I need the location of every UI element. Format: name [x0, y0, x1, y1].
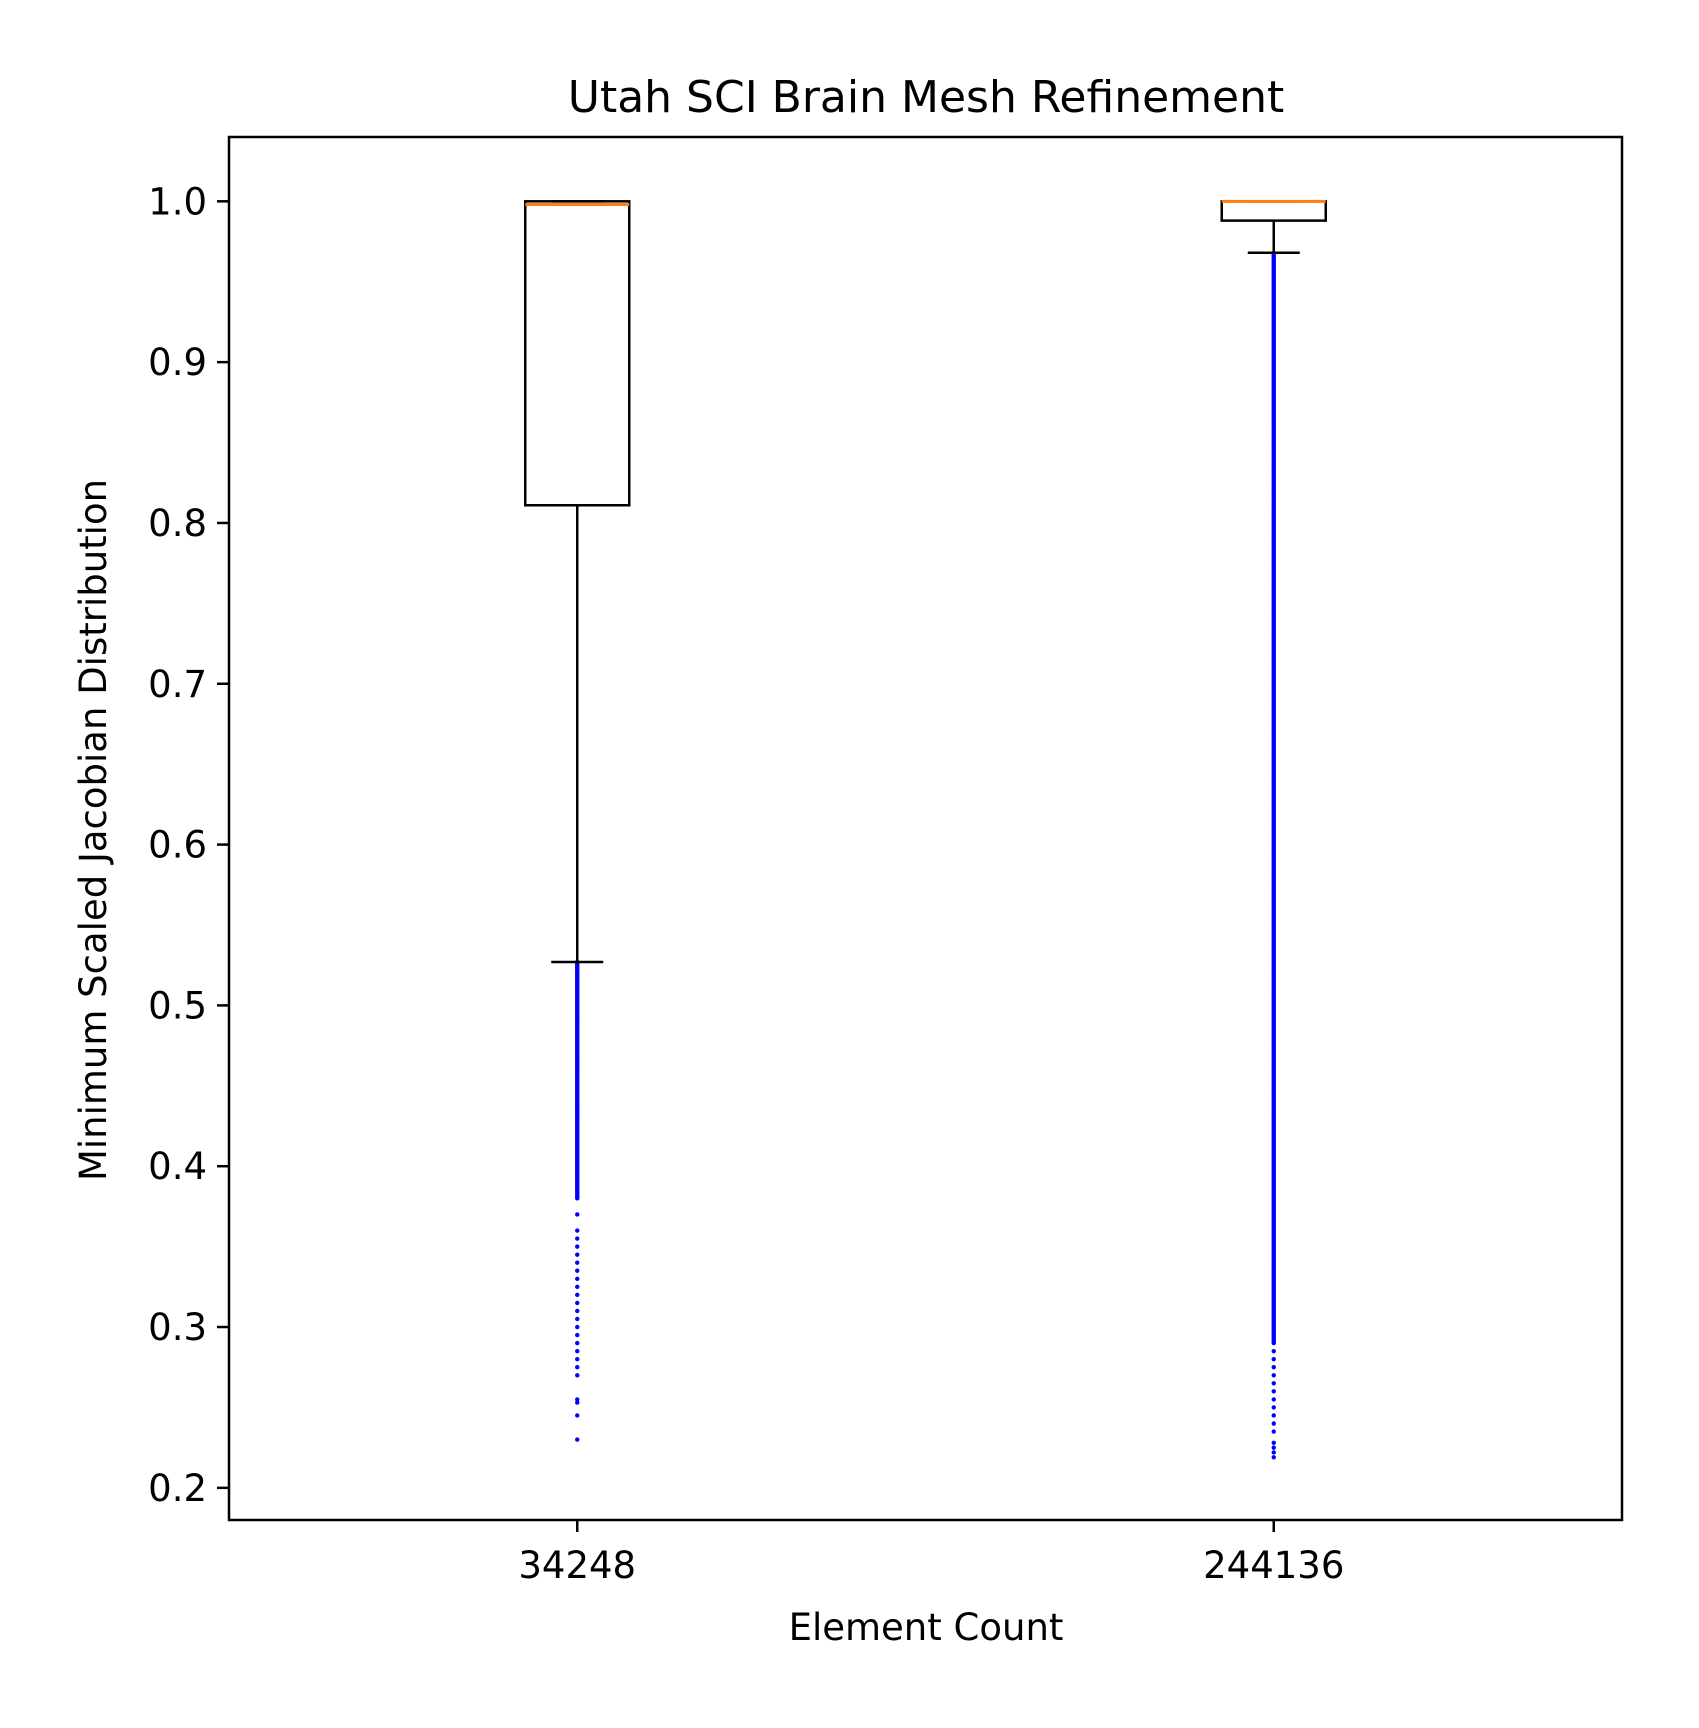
outlier-point: [575, 1260, 580, 1265]
outlier-point: [1271, 1440, 1276, 1446]
outlier-point: [575, 1332, 580, 1338]
outlier-point: [1271, 1455, 1276, 1460]
outlier-point: [575, 1212, 580, 1217]
outlier-point: [575, 1300, 580, 1306]
outlier-point: [575, 1356, 580, 1362]
x-tick-label: 34248: [518, 1544, 636, 1587]
outlier-point: [575, 1348, 580, 1354]
outlier-point: [575, 1228, 580, 1233]
y-axis-ticks: 0.2 0.3 0.4 0.5 0.6 0.7 0.8 0.9 1.0: [148, 180, 229, 1510]
outlier-point: [1271, 1421, 1276, 1426]
outlier-point: [575, 1268, 580, 1273]
y-tick-label: 0.4: [148, 1145, 207, 1188]
outlier-point: [1271, 1356, 1276, 1362]
y-tick-label: 0.8: [148, 502, 207, 545]
outlier-point: [1271, 1413, 1276, 1418]
box-group-244136: [1220, 199, 1327, 1460]
outlier-point: [575, 1316, 580, 1322]
outlier-point: [575, 1276, 580, 1281]
outlier-point: [1271, 1348, 1276, 1354]
y-tick-label: 0.2: [148, 1467, 207, 1510]
outlier-point: [1271, 1389, 1276, 1394]
outlier-point: [1271, 1445, 1276, 1450]
outlier-point: [1271, 1365, 1276, 1370]
outlier-point: [575, 1324, 580, 1330]
outlier-point: [575, 1252, 580, 1257]
outlier-point: [575, 1365, 580, 1370]
outlier-point: [575, 1284, 580, 1290]
outlier-point: [1271, 1397, 1276, 1402]
outlier-point: [575, 1413, 580, 1418]
outlier-point: [575, 1437, 580, 1442]
x-axis-label: Element Count: [789, 1606, 1064, 1649]
outlier-point: [575, 1244, 580, 1249]
chart-title: Utah SCI Brain Mesh Refinement: [568, 72, 1284, 123]
x-tick-label: 244136: [1203, 1544, 1344, 1587]
outlier-point: [575, 1292, 580, 1298]
outlier-point: [575, 1308, 580, 1314]
plot-frame: [227, 135, 1624, 1522]
y-tick-label: 0.7: [148, 663, 207, 706]
outlier-point: [1271, 1405, 1276, 1410]
outlier-point: [575, 1397, 580, 1402]
outlier-point: [575, 1340, 580, 1346]
box-group-34248: [524, 200, 631, 1442]
outlier-point: [1271, 1381, 1276, 1386]
boxes-layer: [524, 199, 1327, 1460]
y-tick-label: 0.9: [148, 341, 207, 384]
y-tick-label: 0.6: [148, 824, 207, 867]
outlier-point: [575, 1236, 580, 1241]
y-axis-label: Minimum Scaled Jacobian Distribution: [72, 479, 115, 1181]
y-tick-label: 0.5: [148, 984, 207, 1027]
y-tick-label: 1.0: [148, 180, 207, 223]
y-tick-label: 0.3: [148, 1306, 207, 1349]
outlier-point: [575, 1400, 580, 1405]
outlier-point: [1271, 1450, 1276, 1455]
outlier-point: [575, 1373, 580, 1378]
outlier-point: [1271, 1373, 1276, 1378]
outliers-244136: [1271, 250, 1276, 1460]
outliers-34248: [575, 959, 580, 1442]
x-axis-ticks: 34248 244136: [518, 1520, 1344, 1587]
iqr-box: [524, 200, 631, 507]
outlier-point: [1271, 1429, 1276, 1434]
